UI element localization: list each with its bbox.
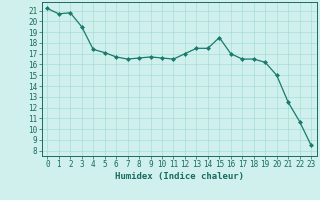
X-axis label: Humidex (Indice chaleur): Humidex (Indice chaleur) xyxy=(115,172,244,181)
